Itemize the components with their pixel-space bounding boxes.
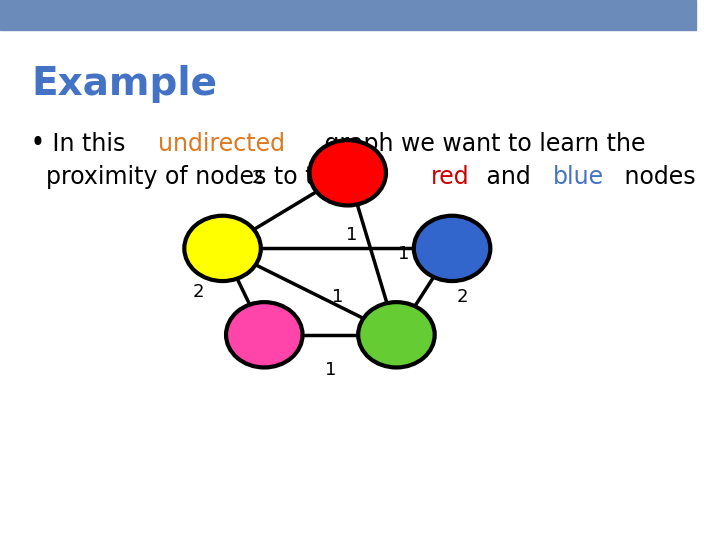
Text: 1: 1	[397, 245, 409, 263]
Text: 2: 2	[192, 282, 204, 301]
Text: • In this: • In this	[31, 132, 133, 156]
Text: proximity of nodes to the: proximity of nodes to the	[31, 165, 352, 188]
Ellipse shape	[358, 302, 435, 368]
Text: undirected: undirected	[158, 132, 285, 156]
Ellipse shape	[184, 215, 261, 281]
Text: blue: blue	[553, 165, 604, 188]
Bar	[0, 0, 696, 30]
Text: 2: 2	[456, 288, 468, 306]
Text: 1: 1	[325, 361, 336, 379]
Text: 2: 2	[251, 169, 263, 187]
Text: •: •	[31, 130, 53, 153]
Text: and: and	[479, 165, 538, 188]
Text: 1: 1	[346, 226, 357, 244]
Text: graph we want to learn the: graph we want to learn the	[317, 132, 645, 156]
Text: Example: Example	[31, 65, 217, 103]
Text: 1: 1	[332, 288, 343, 306]
Ellipse shape	[226, 302, 302, 368]
Text: red: red	[431, 165, 469, 188]
Ellipse shape	[310, 140, 386, 205]
Text: nodes: nodes	[616, 165, 695, 188]
Ellipse shape	[414, 215, 490, 281]
